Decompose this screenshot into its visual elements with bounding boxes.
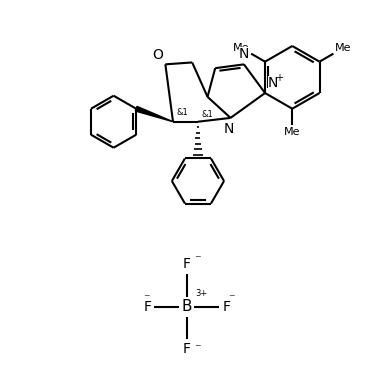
Text: 3+: 3+: [195, 289, 207, 298]
Text: +: +: [275, 73, 283, 83]
Text: N: N: [268, 76, 278, 90]
Text: F: F: [223, 300, 231, 314]
Text: Me: Me: [335, 43, 352, 53]
Text: ⁻: ⁻: [194, 253, 200, 266]
Text: N: N: [239, 47, 249, 61]
Text: ⁻: ⁻: [143, 293, 150, 306]
Text: Me: Me: [233, 43, 249, 53]
Text: F: F: [183, 257, 191, 271]
Text: N: N: [223, 122, 234, 136]
Text: B: B: [182, 299, 192, 314]
Text: F: F: [183, 342, 191, 357]
Text: ⁻: ⁻: [194, 342, 200, 355]
Text: &1: &1: [201, 110, 213, 119]
Text: F: F: [143, 300, 151, 314]
Text: O: O: [152, 48, 163, 62]
Text: ⁻: ⁻: [228, 293, 235, 306]
Polygon shape: [135, 106, 173, 122]
Text: &1: &1: [176, 108, 188, 117]
Text: Me: Me: [284, 127, 301, 137]
